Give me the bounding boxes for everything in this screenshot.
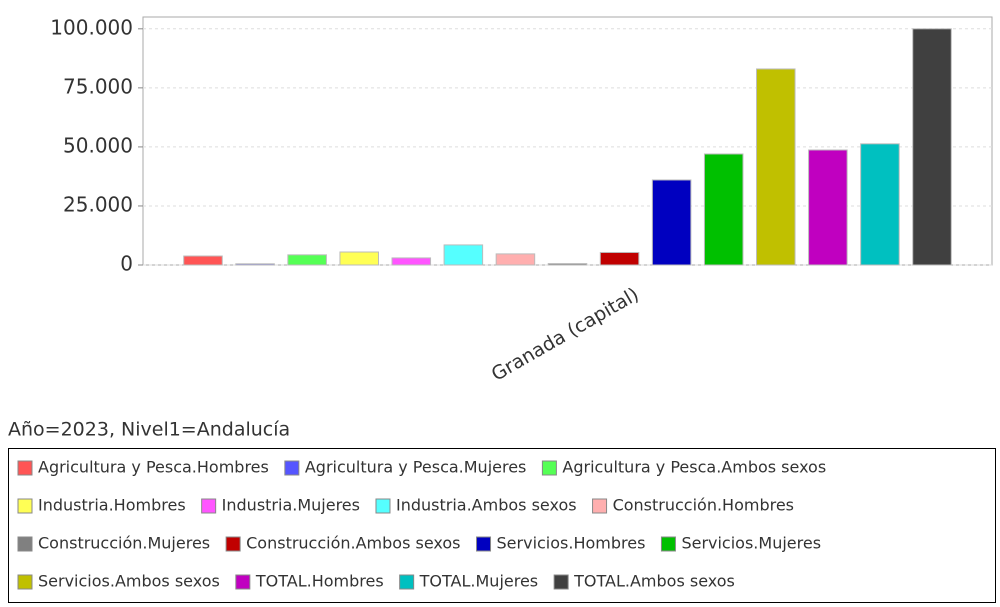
legend-swatch bbox=[375, 498, 391, 514]
legend-swatch bbox=[284, 460, 300, 476]
legend-swatch bbox=[399, 574, 415, 590]
y-tick-label: 50.000 bbox=[63, 133, 133, 157]
bar bbox=[443, 244, 484, 266]
subtitle: Año=2023, Nivel1=Andalucía bbox=[8, 419, 290, 441]
legend-label: TOTAL.Mujeres bbox=[419, 572, 538, 591]
bar bbox=[651, 179, 692, 266]
bar bbox=[860, 143, 900, 266]
legend-box bbox=[8, 448, 996, 603]
legend-label: Servicios.Ambos sexos bbox=[38, 572, 220, 591]
legend-label: Industria.Hombres bbox=[38, 496, 186, 515]
legend-label: Servicios.Hombres bbox=[497, 534, 646, 553]
bar bbox=[756, 68, 796, 266]
legend-label: Industria.Ambos sexos bbox=[396, 496, 577, 515]
bar bbox=[599, 251, 640, 266]
legend-label: Industria.Mujeres bbox=[222, 496, 360, 515]
legend-swatch bbox=[201, 498, 217, 514]
legend-label: Construcción.Mujeres bbox=[38, 534, 210, 553]
bar bbox=[808, 149, 848, 266]
bar bbox=[287, 254, 327, 266]
legend-swatch bbox=[17, 536, 33, 552]
legend-label: Agricultura y Pesca.Ambos sexos bbox=[562, 458, 826, 477]
legend-label: Agricultura y Pesca.Hombres bbox=[38, 458, 269, 477]
y-tick-label: 100.000 bbox=[50, 15, 133, 39]
bar bbox=[912, 28, 952, 266]
legend-label: TOTAL.Hombres bbox=[255, 572, 384, 591]
legend-swatch bbox=[541, 460, 557, 476]
bar bbox=[703, 153, 744, 266]
legend-swatch bbox=[17, 498, 33, 514]
legend-swatch bbox=[17, 574, 33, 590]
legend-swatch bbox=[235, 574, 251, 590]
y-tick-label: 0 bbox=[120, 252, 133, 276]
legend-label: Construcción.Ambos sexos bbox=[246, 534, 460, 553]
legend-label: Servicios.Mujeres bbox=[681, 534, 821, 553]
bar bbox=[391, 257, 432, 266]
plot-area bbox=[142, 16, 993, 266]
y-tick-label: 75.000 bbox=[63, 74, 133, 98]
bar bbox=[183, 255, 223, 266]
legend-swatch bbox=[553, 574, 569, 590]
bar bbox=[235, 263, 275, 266]
legend-swatch bbox=[660, 536, 676, 552]
bar bbox=[495, 253, 536, 266]
legend-swatch bbox=[225, 536, 241, 552]
bar bbox=[339, 251, 379, 266]
legend-label: Agricultura y Pesca.Mujeres bbox=[305, 458, 527, 477]
legend-label: TOTAL.Ambos sexos bbox=[573, 572, 735, 591]
legend-swatch bbox=[17, 460, 33, 476]
legend-swatch bbox=[592, 498, 608, 514]
legend-swatch bbox=[476, 536, 492, 552]
legend-label: Construcción.Hombres bbox=[613, 496, 794, 515]
x-tick-label: Granada (capital) bbox=[488, 283, 643, 385]
bar bbox=[547, 263, 588, 266]
y-tick-label: 25.000 bbox=[63, 192, 133, 216]
